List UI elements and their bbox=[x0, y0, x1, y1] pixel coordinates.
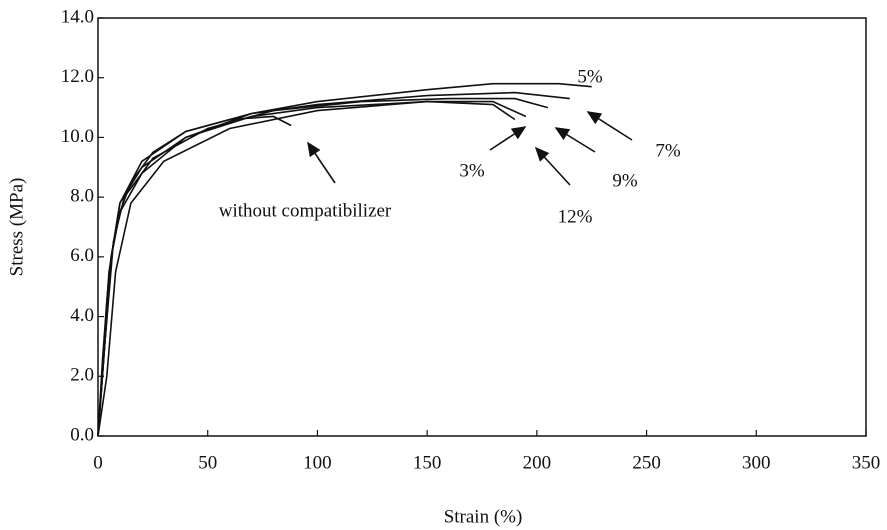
y-tick-label: 12.0 bbox=[61, 66, 94, 87]
curve bbox=[98, 102, 526, 436]
plot-frame bbox=[98, 18, 866, 436]
y-tick-label: 10.0 bbox=[61, 126, 94, 147]
y-tick-label: 4.0 bbox=[70, 305, 94, 326]
chart: Strain (%) Stress (MPa) 0 50 100 150 200 250 3… bbox=[0, 0, 887, 530]
arrow bbox=[556, 128, 595, 152]
x-tick-label: 250 bbox=[632, 452, 661, 473]
curve bbox=[98, 84, 592, 436]
curve-label: 12% bbox=[558, 206, 593, 227]
curve-label: 5% bbox=[577, 66, 603, 87]
y-tick-label: 8.0 bbox=[70, 186, 94, 207]
curve-label: 7% bbox=[655, 140, 681, 161]
arrow bbox=[588, 112, 632, 140]
x-tick-label: 150 bbox=[413, 452, 442, 473]
x-tick-label: 0 bbox=[93, 452, 103, 473]
x-tick-label: 50 bbox=[198, 452, 217, 473]
curve-label: 3% bbox=[459, 160, 485, 181]
x-tick-label: 300 bbox=[742, 452, 771, 473]
x-axis-label: Strain (%) bbox=[444, 506, 523, 527]
arrow bbox=[308, 143, 335, 183]
x-tick-label: 100 bbox=[303, 452, 332, 473]
x-tick-label: 350 bbox=[852, 452, 881, 473]
arrow bbox=[536, 148, 570, 185]
y-tick-label: 0.0 bbox=[70, 424, 94, 445]
curve bbox=[98, 102, 515, 436]
curve-label: without compatibilizer bbox=[219, 200, 392, 221]
arrow bbox=[490, 127, 525, 150]
curve bbox=[98, 99, 548, 436]
y-tick-label: 2.0 bbox=[70, 365, 94, 386]
y-tick-label: 6.0 bbox=[70, 245, 94, 266]
curve-label: 9% bbox=[612, 170, 638, 191]
x-tick-label: 200 bbox=[523, 452, 552, 473]
y-tick-label: 14.0 bbox=[61, 6, 94, 27]
curve bbox=[98, 117, 291, 437]
y-axis-label: Stress (MPa) bbox=[6, 178, 27, 277]
